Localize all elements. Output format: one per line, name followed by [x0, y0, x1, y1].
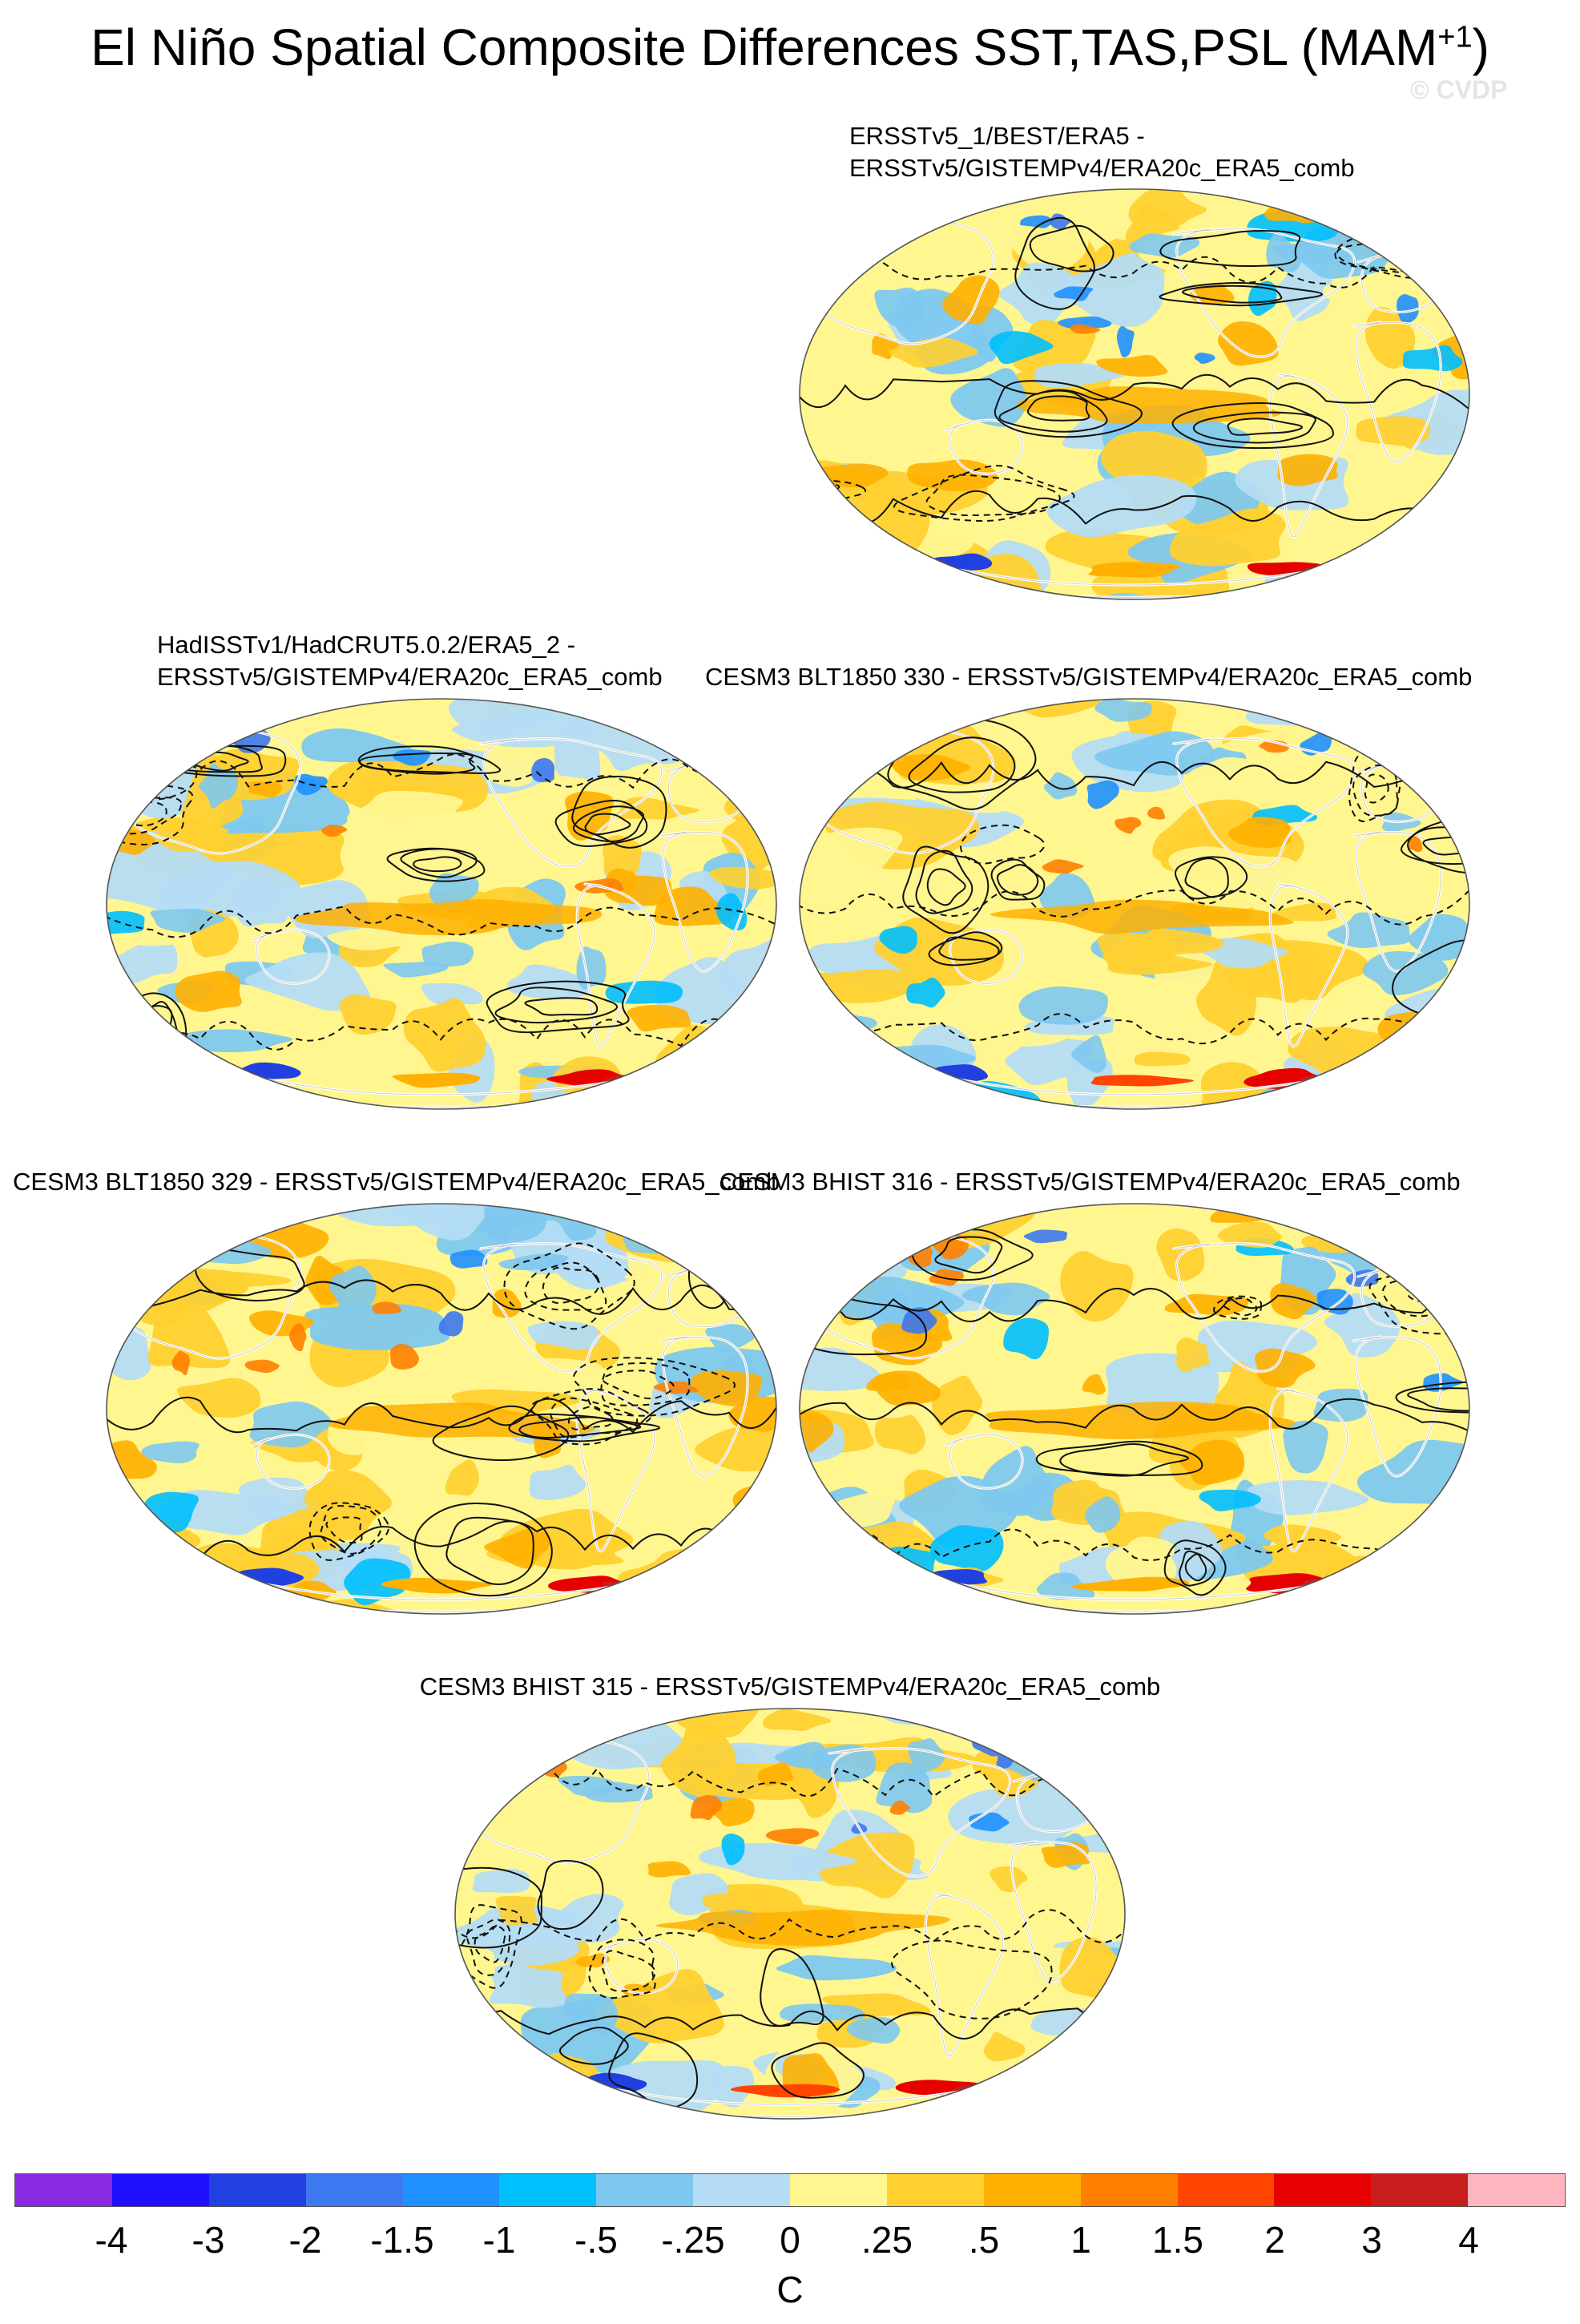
colorbar-swatch	[983, 2174, 1081, 2206]
colorbar-swatch	[208, 2174, 306, 2206]
colorbar	[14, 2173, 1566, 2207]
colorbar-swatch	[111, 2174, 209, 2206]
panel-3-title: CESM3 BLT1850 330 - ERSSTv5/GISTEMPv4/ER…	[705, 661, 1472, 693]
colorbar-tick-label: 0	[780, 2219, 800, 2261]
colorbar-tick-label: 3	[1361, 2219, 1382, 2261]
colorbar-tick-label: -2	[288, 2219, 322, 2261]
colorbar-swatch	[886, 2174, 984, 2206]
colorbar-swatch	[1468, 2174, 1565, 2206]
colorbar-swatch	[596, 2174, 694, 2206]
colorbar-swatch	[1371, 2174, 1469, 2206]
panel-2-title-line1: HadISSTv1/HadCRUT5.0.2/ERA5_2 -	[157, 631, 576, 659]
colorbar-tick-label: 1	[1070, 2219, 1091, 2261]
panel-6-title: CESM3 BHIST 315 - ERSSTv5/GISTEMPv4/ERA2…	[0, 1671, 1580, 1703]
colorbar-tick-label: 1.5	[1152, 2219, 1203, 2261]
panel-4-title: CESM3 BLT1850 329 - ERSSTv5/GISTEMPv4/ER…	[13, 1166, 780, 1198]
colorbar-tick-label: -.5	[574, 2219, 618, 2261]
colorbar-tick-label: -1	[482, 2219, 516, 2261]
panel-2-title: HadISSTv1/HadCRUT5.0.2/ERA5_2 - ERSSTv5/…	[157, 629, 663, 693]
panel-2-map	[106, 698, 777, 1110]
figure-title-close: )	[1472, 18, 1489, 76]
colorbar-tick-label: .25	[861, 2219, 913, 2261]
colorbar-swatch	[693, 2174, 790, 2206]
colorbar-swatch	[790, 2174, 887, 2206]
panel-6-title-line1: CESM3 BHIST 315 - ERSSTv5/GISTEMPv4/ERA2…	[419, 1672, 1161, 1701]
figure-title-text: El Niño Spatial Composite Differences SS…	[91, 18, 1438, 76]
cvdp-watermark: © CVDP	[1410, 75, 1508, 104]
panel-4-title-line1: CESM3 BLT1850 329 - ERSSTv5/GISTEMPv4/ER…	[13, 1168, 780, 1196]
figure-title: El Niño Spatial Composite Differences SS…	[0, 18, 1580, 77]
colorbar-tick-label: -1.5	[370, 2219, 434, 2261]
colorbar-units: C	[776, 2269, 804, 2310]
colorbar-swatch	[1177, 2174, 1275, 2206]
panel-4-map	[106, 1203, 777, 1615]
panel-1-title-line2: ERSSTv5/GISTEMPv4/ERA20c_ERA5_comb	[849, 154, 1355, 182]
colorbar-swatch	[1080, 2174, 1178, 2206]
panel-1-title-line1: ERSSTv5_1/BEST/ERA5 -	[849, 122, 1145, 150]
colorbar-tick-label: -3	[191, 2219, 225, 2261]
panel-1-title: ERSSTv5_1/BEST/ERA5 - ERSSTv5/GISTEMPv4/…	[849, 120, 1355, 184]
panel-5-title-line1: CESM3 BHIST 316 - ERSSTv5/GISTEMPv4/ERA2…	[719, 1168, 1461, 1196]
colorbar-tick-label: 4	[1458, 2219, 1479, 2261]
colorbar-labels: -4 -3 -2 -1.5 -1 -.5 -.25 0 .25 .5 1 1.5 2 3 4	[14, 2218, 1566, 2266]
colorbar-swatch	[1274, 2174, 1372, 2206]
colorbar-swatch	[15, 2174, 112, 2206]
colorbar-tick-label: 2	[1264, 2219, 1285, 2261]
colorbar-swatch	[402, 2174, 500, 2206]
colorbar-swatch	[305, 2174, 403, 2206]
panel-3-map	[799, 698, 1470, 1110]
colorbar-tick-label: -.25	[661, 2219, 725, 2261]
panel-3-title-line1: CESM3 BLT1850 330 - ERSSTv5/GISTEMPv4/ER…	[705, 663, 1473, 691]
colorbar-tick-label: .5	[968, 2219, 1000, 2261]
panel-1-map	[799, 188, 1470, 600]
panel-2-title-line2: ERSSTv5/GISTEMPv4/ERA20c_ERA5_comb	[157, 663, 663, 691]
panel-6-map	[454, 1708, 1126, 2120]
colorbar-tick-label: -4	[95, 2219, 128, 2261]
colorbar-swatch	[499, 2174, 597, 2206]
figure-title-superscript: +1	[1437, 20, 1473, 54]
panel-5-title: CESM3 BHIST 316 - ERSSTv5/GISTEMPv4/ERA2…	[719, 1166, 1461, 1198]
panel-5-map	[799, 1203, 1470, 1615]
